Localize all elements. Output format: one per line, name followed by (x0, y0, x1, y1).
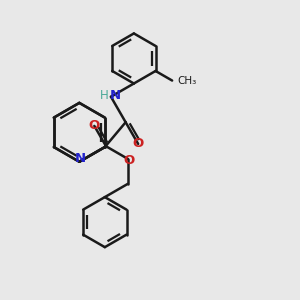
Text: H: H (100, 89, 109, 102)
Text: N: N (74, 152, 86, 165)
Text: CH₃: CH₃ (177, 76, 197, 85)
Text: O: O (133, 137, 144, 150)
Text: N: N (110, 89, 121, 102)
Text: O: O (123, 154, 134, 167)
Text: O: O (89, 119, 100, 132)
